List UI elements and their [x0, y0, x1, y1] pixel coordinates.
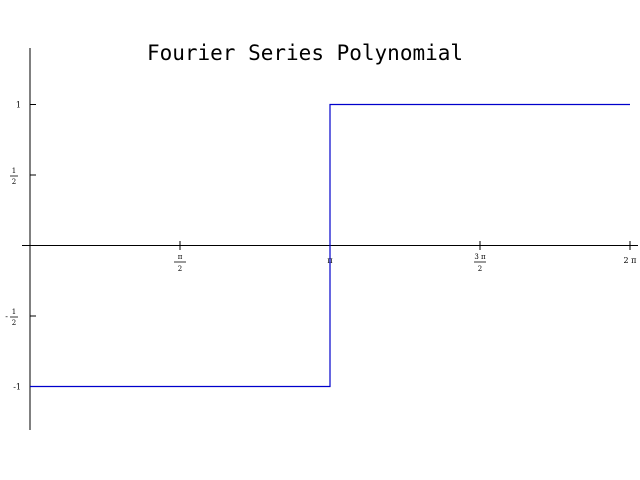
y-tick-denominator: 2	[12, 178, 16, 186]
series-line	[30, 103, 630, 388]
x-tick-denominator: 2	[478, 265, 482, 273]
x-tick-numerator: 3 π	[474, 253, 486, 261]
y-tick-sign: -	[5, 312, 8, 321]
x-tick-numerator: π	[178, 253, 183, 261]
x-tick-denominator: 2	[178, 265, 182, 273]
y-tick-denominator: 2	[12, 319, 16, 327]
chart-title: Fourier Series Polynomial	[147, 41, 463, 65]
y-tick-label: -1	[13, 383, 21, 392]
y-tick-numerator: 1	[12, 167, 16, 175]
y-tick-label: 1	[16, 101, 21, 110]
plot-lines	[30, 103, 630, 388]
y-tick-numerator: 1	[12, 308, 16, 316]
x-tick-label: 2 π	[624, 256, 637, 265]
